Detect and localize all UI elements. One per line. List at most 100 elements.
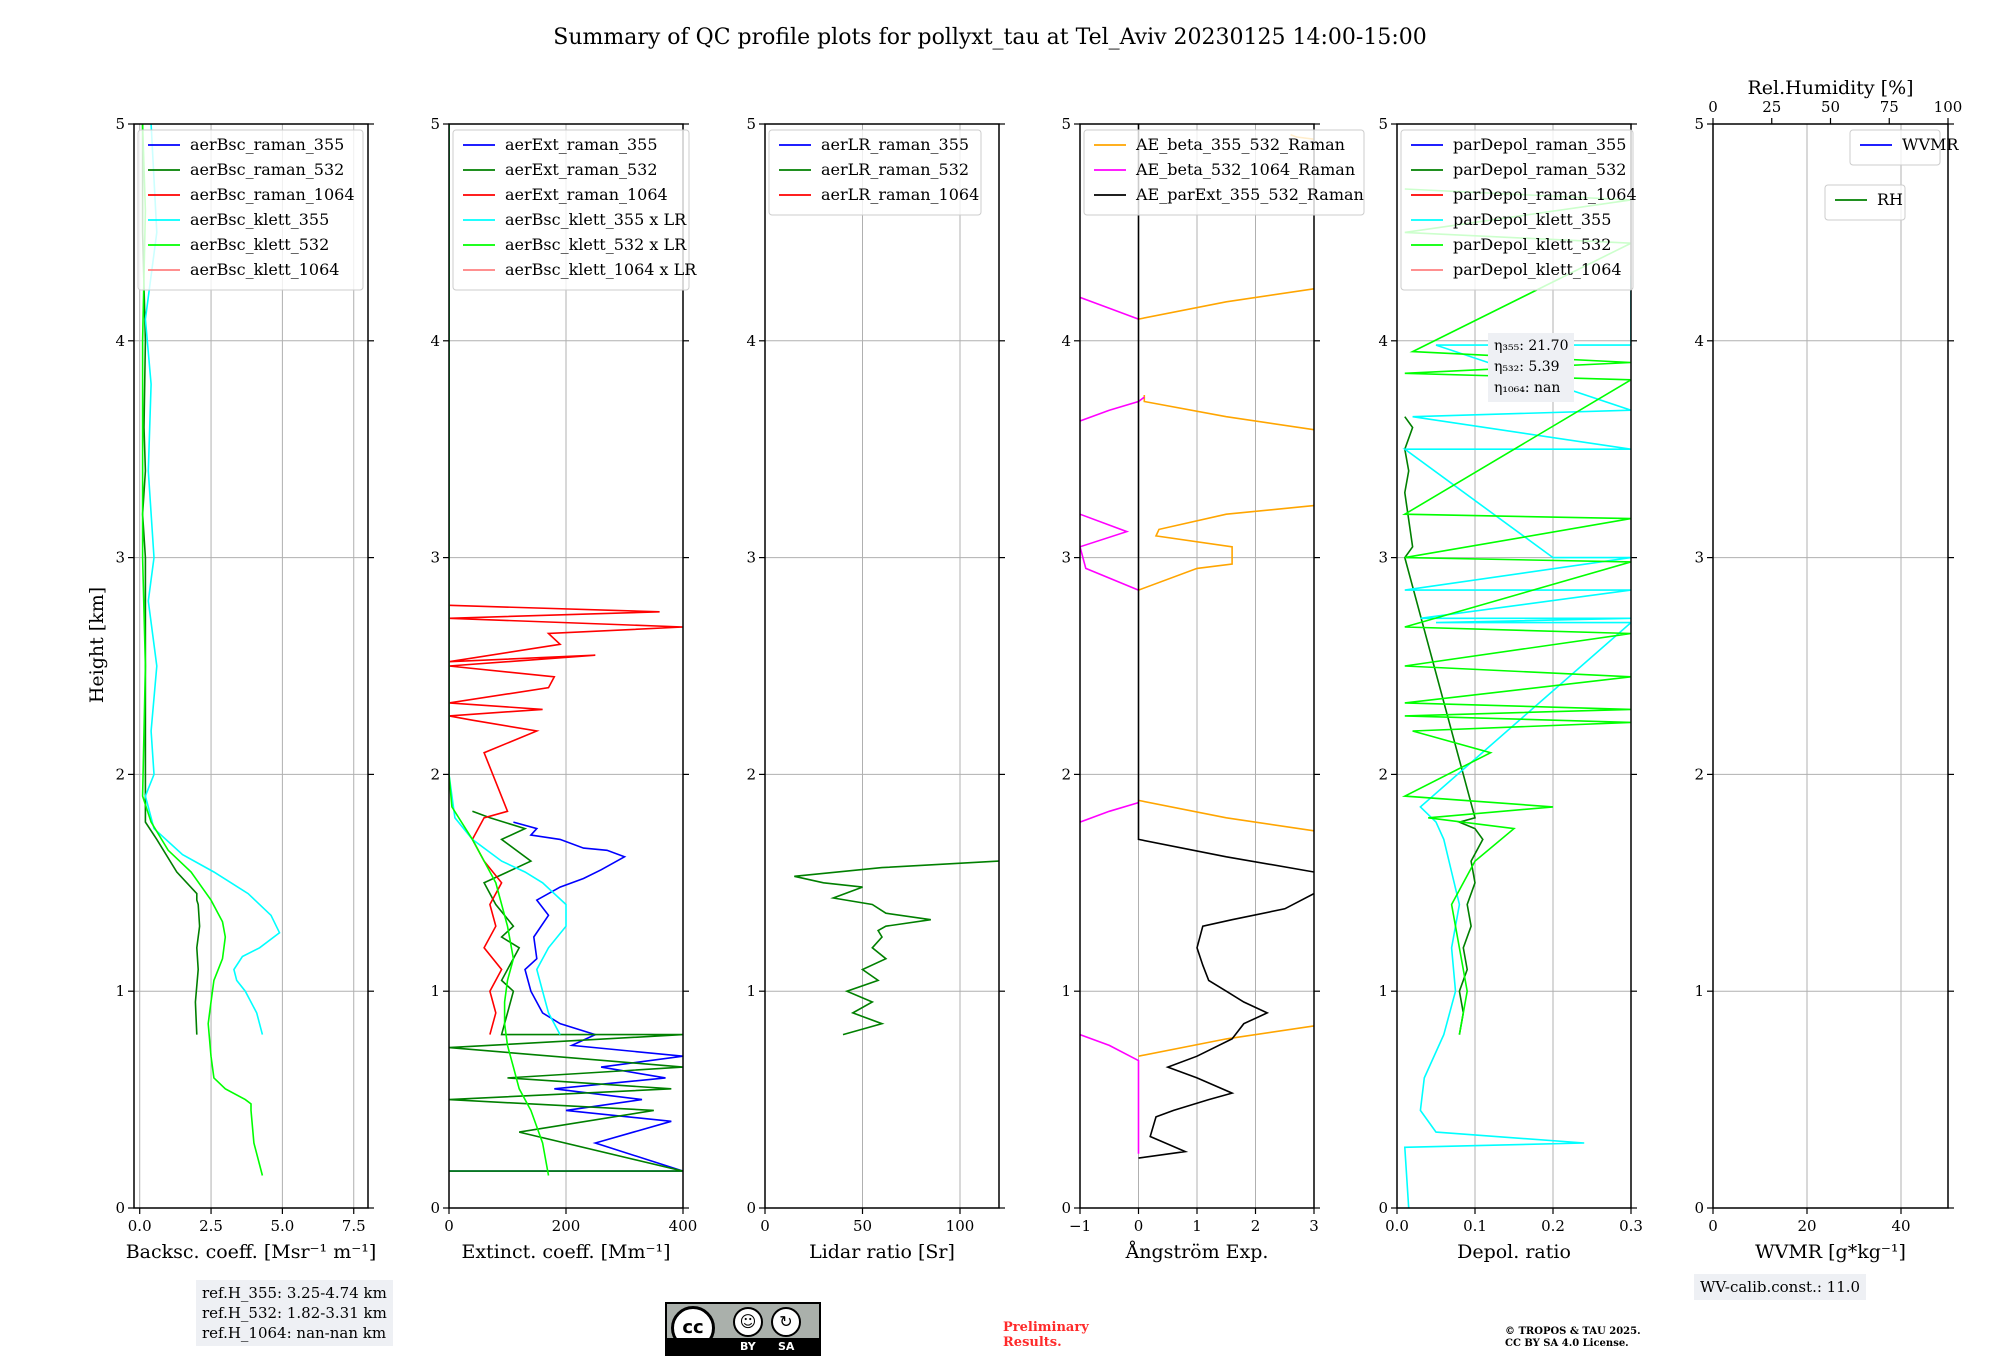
legend-frame — [1849, 129, 1941, 166]
legend-entry: aerBsc_klett_1064 — [190, 260, 339, 279]
series-line-AE_beta_532_1064_Raman — [1080, 396, 1145, 422]
x-tick-label: 0 — [1708, 1217, 1718, 1235]
panel-extinction: 0 200 400 0 1 2 3 4 5 Extinct. coeff. [Mm⁻¹] aerEx… — [430, 115, 697, 1263]
legend-entry: aerExt_raman_532 — [505, 160, 658, 179]
y-tick-label: 0 — [746, 1199, 756, 1217]
legend: aerBsc_raman_355 aerBsc_raman_532 aerBsc_r… — [137, 129, 364, 291]
ref-height-355: ref.H_355: 3.25-4.74 km — [202, 1284, 387, 1302]
legend-entry: aerExt_raman_1064 — [505, 185, 668, 204]
top-x-tick-label: 25 — [1762, 98, 1781, 116]
y-tick-label: 5 — [1694, 115, 1704, 133]
legend-entry: aerLR_raman_355 — [821, 135, 969, 154]
eta-532: η₅₃₂: 5.39 — [1494, 359, 1560, 375]
attribution-icon: ☺ — [733, 1307, 763, 1337]
top-x-tick-label: 0 — [1708, 98, 1718, 116]
series-line-aerExt_raman_355 — [449, 821, 683, 1172]
legend-frame — [768, 129, 982, 216]
legend-entry: aerBsc_klett_355 — [190, 210, 329, 229]
x-axis-label: Extinct. coeff. [Mm⁻¹] — [461, 1241, 670, 1263]
share-alike-icon: ↻ — [771, 1307, 801, 1337]
y-tick-label: 0 — [1061, 1199, 1071, 1217]
x-axis-label: Ångström Exp. — [1125, 1241, 1269, 1263]
top-x-axis-label: Rel.Humidity [%] — [1747, 77, 1913, 99]
figure-title: Summary of QC profile plots for pollyxt_… — [553, 25, 1426, 50]
legend-entry: aerLR_raman_1064 — [821, 185, 979, 204]
y-tick-label: 3 — [115, 549, 125, 567]
series-line-aerBsc_klett_532 — [141, 124, 264, 1176]
x-tick-label: 20 — [1797, 1217, 1816, 1235]
y-tick-label: 5 — [1378, 115, 1388, 133]
x-tick-label: 2.5 — [199, 1217, 223, 1235]
x-tick-label: 0 — [444, 1217, 454, 1235]
x-tick-label: 0.0 — [128, 1217, 152, 1235]
legend-entry: WVMR — [1902, 135, 1959, 154]
x-tick-label: 1 — [1192, 1217, 1202, 1235]
preliminary-note: Preliminary Results. — [1003, 1320, 1089, 1350]
y-tick-label: 2 — [430, 765, 440, 783]
legend-entry: AE_beta_532_1064_Raman — [1135, 160, 1355, 179]
x-tick-label: 100 — [946, 1217, 975, 1235]
legend-entry: aerLR_raman_532 — [821, 160, 969, 179]
y-tick-label: 2 — [1378, 765, 1388, 783]
legend-entry: parDepol_klett_532 — [1453, 235, 1611, 254]
x-tick-label: 0.2 — [1541, 1217, 1565, 1235]
x-tick-label: 50 — [853, 1217, 872, 1235]
y-tick-label: 3 — [430, 549, 440, 567]
x-tick-label: 40 — [1891, 1217, 1910, 1235]
y-tick-label: 2 — [1694, 765, 1704, 783]
y-tick-label: 4 — [115, 332, 125, 350]
legend-entry: aerBsc_klett_532 x LR — [505, 235, 687, 254]
legend: aerLR_raman_355 aerLR_raman_532 aerLR_rama… — [768, 129, 982, 216]
x-tick-label: 0.1 — [1463, 1217, 1487, 1235]
series-line-aerExt_raman_1064 — [449, 604, 683, 1035]
y-tick-label: 2 — [746, 765, 756, 783]
y-tick-label: 5 — [746, 115, 756, 133]
series-group — [1401, 188, 1631, 1208]
legend-entry: parDepol_raman_532 — [1453, 160, 1626, 179]
series-line-aerBsc_klett_355 x LR — [449, 124, 567, 1035]
top-x-tick-label: 100 — [1934, 98, 1963, 116]
y-tick-label: 2 — [115, 765, 125, 783]
series-group — [1080, 124, 1314, 1159]
series-line-AE_beta_532_1064_Raman — [1080, 801, 1139, 823]
series-line-AE_beta_355_532_Raman — [1138, 799, 1314, 832]
series-line-aerBsc_klett_532 x LR — [449, 124, 550, 1176]
y-tick-label: 3 — [1061, 549, 1071, 567]
legend-entry: aerBsc_klett_532 — [190, 235, 329, 254]
preliminary-line-1: Preliminary — [1003, 1320, 1089, 1335]
y-tick-label: 3 — [1694, 549, 1704, 567]
series-line-parDepol_raman_532 — [1403, 416, 1484, 1035]
license-sa: SA — [778, 1340, 795, 1353]
y-tick-label: 0 — [1694, 1199, 1704, 1217]
y-tick-label: 0 — [115, 1199, 125, 1217]
y-tick-label: 4 — [1694, 332, 1704, 350]
series-line-AE_beta_355_532_Raman — [1143, 395, 1314, 431]
legend-frame — [137, 129, 364, 291]
y-tick-label: 4 — [1378, 332, 1388, 350]
y-tick-label: 1 — [746, 982, 756, 1000]
series-group — [141, 124, 281, 1176]
x-tick-label: 0.0 — [1385, 1217, 1409, 1235]
license-by: BY — [740, 1340, 756, 1353]
x-tick-label: 0 — [760, 1217, 770, 1235]
y-tick-label: 4 — [430, 332, 440, 350]
ref-height-532: ref.H_532: 1.82-3.31 km — [202, 1304, 387, 1322]
series-line-AE_beta_532_1064_Raman — [1080, 513, 1139, 591]
series-line-AE_beta_355_532_Raman — [1138, 504, 1314, 591]
legend-entry: aerBsc_raman_1064 — [190, 185, 355, 204]
legend: WVMR — [1849, 129, 1959, 166]
legend-entry: parDepol_raman_1064 — [1453, 185, 1637, 204]
preliminary-line-2: Results. — [1003, 1335, 1062, 1350]
x-tick-label: 0 — [1134, 1217, 1144, 1235]
panel-lidar_ratio: 0 50 100 0 1 2 3 4 5 Lidar ratio [Sr] aerLR_raman_… — [746, 115, 1005, 1263]
y-tick-label: 2 — [1061, 765, 1071, 783]
license-bar — [667, 1338, 819, 1354]
x-axis-label: Depol. ratio — [1457, 1241, 1571, 1263]
legend-entry: parDepol_klett_355 — [1453, 210, 1611, 229]
x-tick-label: 400 — [669, 1217, 698, 1235]
series-line-AE_beta_355_532_Raman — [1138, 288, 1314, 320]
x-tick-label: 3 — [1309, 1217, 1319, 1235]
x-tick-label: −1 — [1069, 1217, 1091, 1235]
legend-frame — [1083, 129, 1365, 216]
